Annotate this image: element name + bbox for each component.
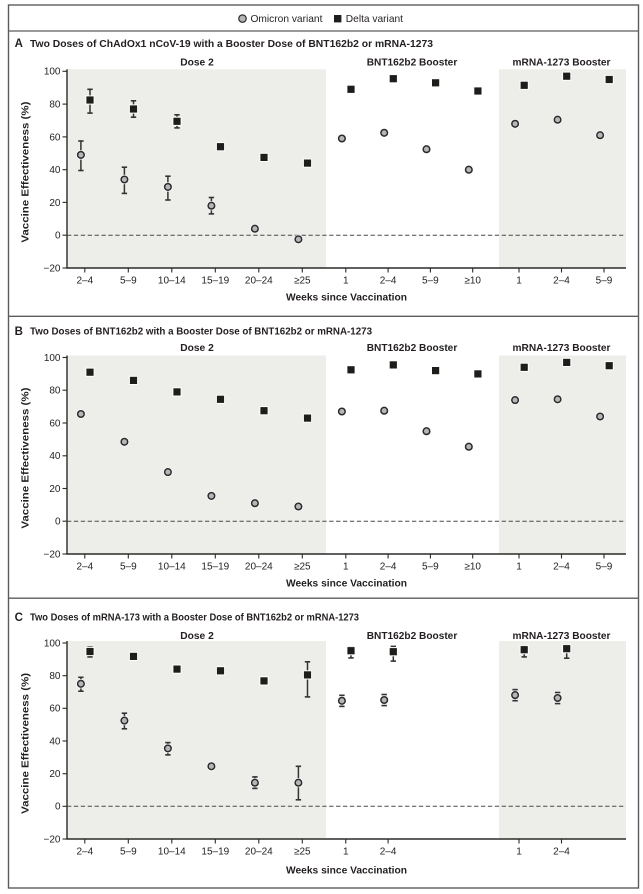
svg-text:40: 40 [49,165,61,176]
svg-text:1: 1 [516,562,522,573]
svg-text:80: 80 [49,386,61,397]
svg-text:Vaccine Effectiveness (%): Vaccine Effectiveness (%) [20,102,32,243]
svg-text:Weeks since Vaccination: Weeks since Vaccination [286,579,407,590]
svg-text:60: 60 [49,132,61,143]
svg-text:1: 1 [343,847,349,858]
svg-text:20–24: 20–24 [245,276,273,287]
svg-text:2–4: 2–4 [76,276,93,287]
svg-text:20: 20 [49,198,61,209]
svg-text:40: 40 [49,736,61,747]
svg-text:−20: −20 [44,549,61,560]
svg-text:5–9: 5–9 [596,276,613,287]
svg-text:100: 100 [44,67,61,78]
svg-text:1: 1 [343,276,349,287]
svg-text:BNT162b2 Booster: BNT162b2 Booster [367,343,458,354]
svg-text:5–9: 5–9 [120,562,137,573]
svg-text:2–4: 2–4 [553,847,570,858]
svg-text:2–4: 2–4 [553,276,570,287]
svg-text:0: 0 [55,802,61,813]
svg-text:Two Doses of BNT162b2 with a B: Two Doses of BNT162b2 with a Booster Dos… [30,327,372,338]
svg-text:2–4: 2–4 [76,562,93,573]
svg-text:Dose 2: Dose 2 [180,343,214,354]
svg-text:−20: −20 [44,263,61,274]
svg-text:Two Doses of mRNA-173 with a B: Two Doses of mRNA-173 with a Booster Dos… [30,613,359,624]
svg-text:10–14: 10–14 [158,276,186,287]
svg-text:2–4: 2–4 [380,276,397,287]
svg-text:80: 80 [49,671,61,682]
svg-text:≥25: ≥25 [294,562,311,573]
svg-text:mRNA-1273 Booster: mRNA-1273 Booster [513,631,611,642]
svg-text:20: 20 [49,484,61,495]
svg-text:10–14: 10–14 [158,847,186,858]
svg-text:2–4: 2–4 [553,562,570,573]
svg-text:Vaccine Effectiveness (%): Vaccine Effectiveness (%) [20,673,32,814]
svg-text:5–9: 5–9 [422,276,439,287]
svg-text:100: 100 [44,638,61,649]
svg-text:BNT162b2 Booster: BNT162b2 Booster [367,58,458,69]
svg-text:15–19: 15–19 [201,562,229,573]
svg-text:5–9: 5–9 [422,562,439,573]
svg-text:60: 60 [49,704,61,715]
svg-text:1: 1 [516,276,522,287]
svg-text:5–9: 5–9 [120,276,137,287]
svg-text:A: A [15,38,23,50]
svg-text:Omicron variant: Omicron variant [251,14,323,25]
svg-text:≥25: ≥25 [294,276,311,287]
svg-text:Dose 2: Dose 2 [180,631,214,642]
svg-text:B: B [15,326,23,338]
svg-text:2–4: 2–4 [76,847,93,858]
svg-text:mRNA-1273 Booster: mRNA-1273 Booster [513,343,611,354]
svg-text:15–19: 15–19 [201,276,229,287]
svg-text:≥25: ≥25 [294,847,311,858]
svg-text:C: C [15,612,23,624]
svg-text:40: 40 [49,451,61,462]
svg-text:20: 20 [49,769,61,780]
svg-text:0: 0 [55,517,61,528]
svg-text:≥10: ≥10 [464,276,481,287]
svg-text:1: 1 [516,847,522,858]
svg-text:20–24: 20–24 [245,847,273,858]
svg-text:Dose 2: Dose 2 [180,58,214,69]
svg-text:10–14: 10–14 [158,562,186,573]
svg-text:Weeks since Vaccination: Weeks since Vaccination [286,293,407,304]
svg-text:Two Doses of ChAdOx1 nCoV-19 w: Two Doses of ChAdOx1 nCoV-19 with a Boos… [30,39,433,50]
svg-text:2–4: 2–4 [380,562,397,573]
svg-text:≥10: ≥10 [464,562,481,573]
svg-text:−20: −20 [44,834,61,845]
svg-text:5–9: 5–9 [120,847,137,858]
svg-text:Vaccine Effectiveness (%): Vaccine Effectiveness (%) [20,388,32,529]
svg-text:100: 100 [44,353,61,364]
svg-text:5–9: 5–9 [596,562,613,573]
svg-text:0: 0 [55,231,61,242]
svg-text:2–4: 2–4 [380,847,397,858]
svg-text:15–19: 15–19 [201,847,229,858]
svg-text:Delta variant: Delta variant [346,14,403,25]
svg-text:20–24: 20–24 [245,562,273,573]
svg-text:Weeks since Vaccination: Weeks since Vaccination [286,865,407,876]
svg-text:1: 1 [343,562,349,573]
svg-text:80: 80 [49,100,61,111]
svg-text:BNT162b2 Booster: BNT162b2 Booster [367,631,458,642]
svg-text:mRNA-1273 Booster: mRNA-1273 Booster [513,58,611,69]
svg-text:60: 60 [49,418,61,429]
